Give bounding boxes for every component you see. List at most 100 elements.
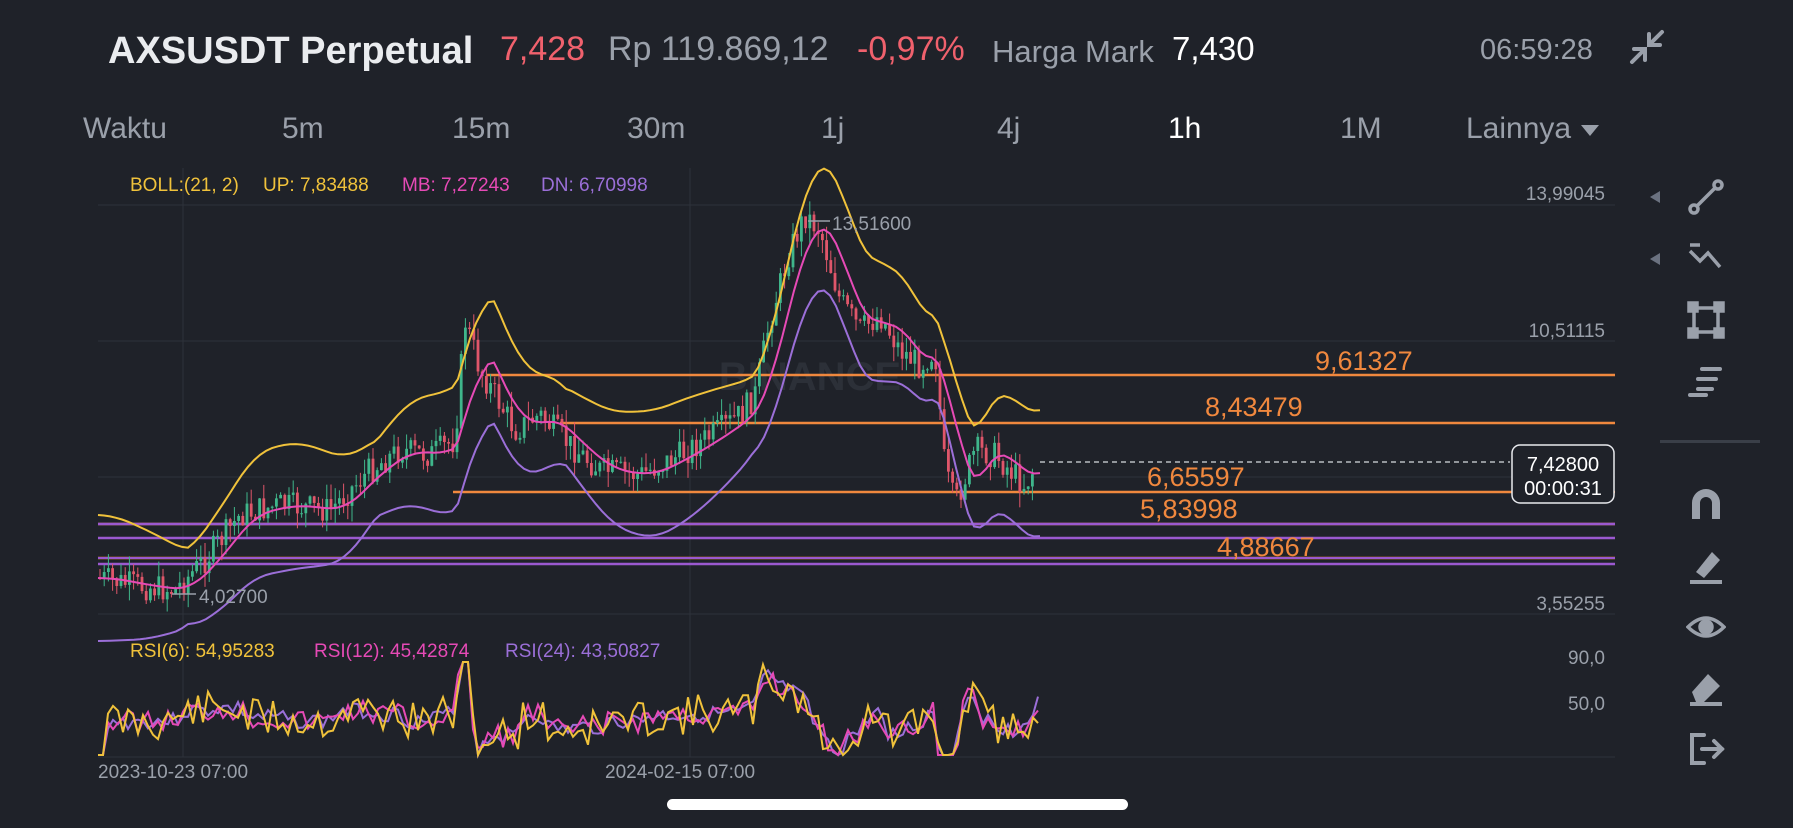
candle-body — [136, 574, 140, 577]
candle-body — [804, 216, 807, 229]
candle-body — [476, 339, 480, 372]
current-price-box[interactable] — [1511, 444, 1615, 504]
candle-body — [363, 473, 366, 487]
candle-body — [900, 342, 904, 359]
candle-body — [249, 503, 253, 517]
candle-body — [921, 369, 925, 378]
candle-body — [493, 383, 497, 385]
candle-body — [300, 513, 303, 515]
magnet-icon[interactable] — [1686, 485, 1726, 525]
expand-arrow-icon[interactable] — [1650, 191, 1660, 203]
tab-1m-month[interactable]: 1M — [1340, 112, 1382, 145]
expand-arrow-icon[interactable] — [1650, 253, 1660, 265]
candle-body — [980, 436, 984, 448]
candle-body — [367, 458, 371, 474]
candle-body — [837, 290, 841, 297]
candle-body — [665, 455, 669, 471]
candle-body — [560, 418, 564, 426]
candle-body — [464, 327, 467, 355]
candle-body — [581, 450, 585, 455]
candle-body — [556, 414, 560, 419]
candle-body — [317, 502, 320, 508]
candle-body — [695, 439, 698, 457]
candle-body — [577, 454, 581, 463]
candle-body — [791, 233, 795, 268]
tab-30m[interactable]: 30m — [627, 112, 686, 145]
candle-body — [737, 405, 740, 417]
candle-body — [997, 442, 1001, 462]
candle-body — [388, 453, 392, 473]
fib-tool-icon[interactable] — [1686, 239, 1726, 279]
candle-body — [699, 439, 702, 457]
candle-body — [548, 422, 551, 429]
candle-body — [615, 460, 618, 463]
candle-body — [308, 496, 312, 504]
brush-icon[interactable] — [1686, 546, 1726, 586]
candle-body — [1005, 467, 1009, 475]
candle-body — [531, 417, 534, 423]
candle-body — [203, 557, 207, 574]
grid — [98, 168, 1615, 758]
candle-body — [623, 461, 627, 471]
exit-fullscreen-icon[interactable] — [1628, 28, 1666, 66]
candle-countdown: 00:00:31 — [1524, 478, 1602, 500]
tab-waktu[interactable]: Waktu — [83, 112, 167, 145]
tab-more[interactable]: Lainnya — [1466, 112, 1600, 146]
rsi24-legend: RSI(24): 43,50827 — [505, 641, 660, 662]
candle-body — [703, 430, 707, 440]
price-axis-label: 10,51115 — [1529, 321, 1605, 342]
candle-body — [354, 485, 358, 487]
candle-body — [312, 496, 316, 503]
price-levels[interactable] — [98, 373, 1615, 566]
boll-dn-value: DN: 6,70998 — [541, 175, 648, 196]
candle-body — [602, 458, 606, 463]
symbol-title[interactable]: AXSUSDT Perpetual — [108, 30, 474, 72]
candle-body — [275, 498, 278, 507]
level-label: 5,83998 — [1140, 494, 1238, 524]
candle-body — [384, 463, 387, 473]
tab-4j[interactable]: 4j — [997, 112, 1021, 145]
eraser-icon[interactable] — [1686, 668, 1726, 708]
candle-body — [951, 471, 954, 483]
candle-body — [942, 409, 946, 450]
boll-middle-band — [97, 228, 1041, 590]
candle-body — [959, 489, 963, 500]
candle-body — [212, 535, 215, 562]
candle-body — [968, 454, 971, 485]
candle-body — [220, 535, 224, 546]
candle-body — [241, 515, 245, 526]
candle-body — [825, 240, 828, 261]
candle-body — [648, 469, 652, 471]
home-indicator[interactable] — [667, 799, 1128, 810]
tab-1j[interactable]: 1j — [821, 112, 845, 145]
candle-body — [224, 519, 228, 546]
trend-line-icon[interactable] — [1686, 177, 1726, 217]
candle-body — [619, 461, 623, 463]
candle-body — [287, 494, 291, 509]
candle-body — [661, 470, 665, 473]
price-axis-label: 13,99045 — [1526, 184, 1605, 205]
tab-15m[interactable]: 15m — [452, 112, 511, 145]
candle-body — [153, 588, 156, 596]
rsi-lines — [98, 660, 1039, 759]
candle-body — [909, 351, 912, 364]
candle-body — [468, 327, 471, 330]
candle-body — [245, 503, 249, 526]
tab-5m[interactable]: 5m — [282, 112, 324, 145]
eye-icon[interactable] — [1685, 607, 1727, 647]
candle-body — [342, 498, 345, 505]
candles — [98, 201, 1034, 612]
candle-body — [917, 349, 921, 378]
candle-body — [417, 445, 421, 449]
exit-icon[interactable] — [1686, 729, 1726, 769]
shape-tool-icon[interactable] — [1686, 300, 1726, 340]
candle-body — [434, 440, 438, 447]
candle-body — [140, 576, 144, 592]
tab-1h[interactable]: 1h — [1168, 112, 1202, 145]
candle-body — [632, 472, 635, 479]
candle-body — [758, 362, 761, 387]
candle-body — [989, 463, 992, 468]
candle-body — [329, 499, 333, 509]
text-tool-icon[interactable] — [1686, 361, 1726, 401]
candle-body — [119, 574, 123, 586]
